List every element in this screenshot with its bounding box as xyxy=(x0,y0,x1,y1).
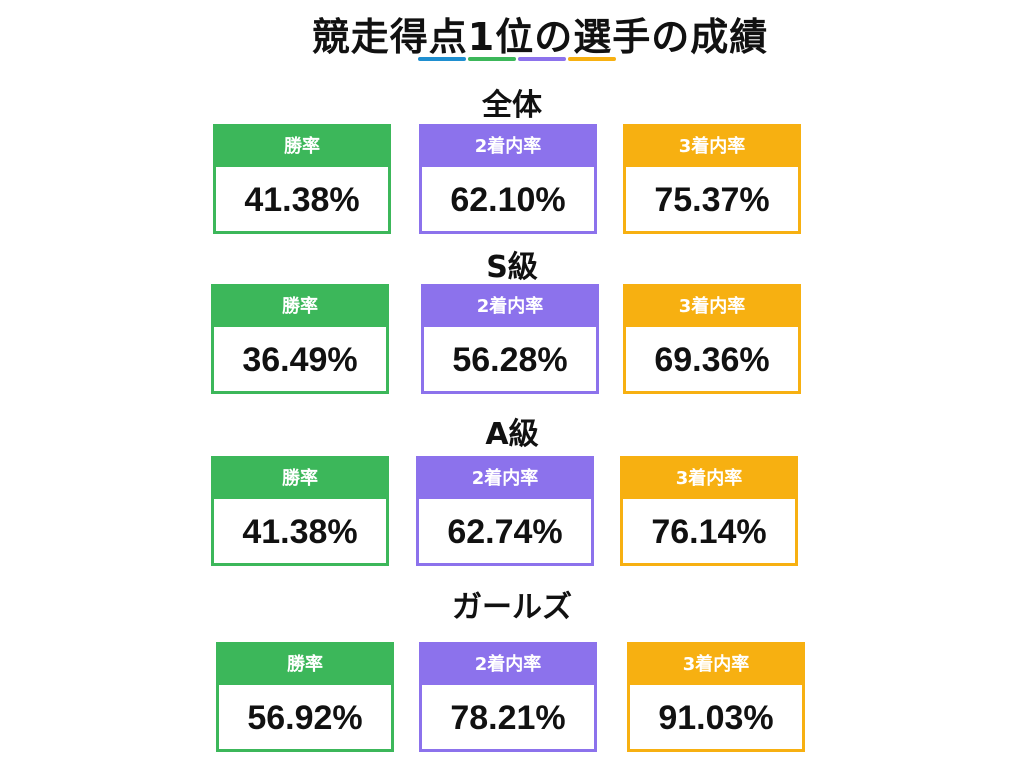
card-value: 76.14% xyxy=(651,513,767,551)
card-label: 勝率 xyxy=(214,459,386,499)
card-label: 2着内率 xyxy=(422,645,594,685)
underline-orange xyxy=(568,57,616,61)
section-title-overall: 全体 xyxy=(482,88,542,123)
card-overall-top3-rate: 3着内率 75.37% xyxy=(623,124,801,234)
card-value: 78.21% xyxy=(450,699,566,737)
card-label: 2着内率 xyxy=(424,287,596,327)
card-value: 62.74% xyxy=(447,513,563,551)
section-title-s-class: S級 xyxy=(486,250,538,285)
card-label: 3着内率 xyxy=(626,127,798,167)
card-label: 3着内率 xyxy=(623,459,795,499)
card-value: 75.37% xyxy=(654,181,770,219)
section-title-a-class: A級 xyxy=(485,417,539,452)
card-label: 勝率 xyxy=(214,287,386,327)
card-value: 41.38% xyxy=(242,513,358,551)
card-value: 91.03% xyxy=(658,699,774,737)
card-a-class-top3-rate: 3着内率 76.14% xyxy=(620,456,798,566)
card-label: 2着内率 xyxy=(422,127,594,167)
card-label: 勝率 xyxy=(216,127,388,167)
card-girls-top2-rate: 2着内率 78.21% xyxy=(419,642,597,752)
card-girls-win-rate: 勝率 56.92% xyxy=(216,642,394,752)
underline-green xyxy=(468,57,516,61)
card-overall-top2-rate: 2着内率 62.10% xyxy=(419,124,597,234)
underline-blue xyxy=(418,57,466,61)
card-a-class-win-rate: 勝率 41.38% xyxy=(211,456,389,566)
card-s-class-top2-rate: 2着内率 56.28% xyxy=(421,284,599,394)
card-label: 3着内率 xyxy=(626,287,798,327)
section-title-girls: ガールズ xyxy=(452,590,572,625)
title-underline xyxy=(418,57,616,61)
card-value: 56.28% xyxy=(452,341,568,379)
card-value: 36.49% xyxy=(242,341,358,379)
card-label: 2着内率 xyxy=(419,459,591,499)
card-label: 勝率 xyxy=(219,645,391,685)
card-s-class-top3-rate: 3着内率 69.36% xyxy=(623,284,801,394)
card-s-class-win-rate: 勝率 36.49% xyxy=(211,284,389,394)
card-label: 3着内率 xyxy=(630,645,802,685)
card-value: 41.38% xyxy=(244,181,360,219)
page-title: 競走得点1位の選手の成績 xyxy=(311,15,769,59)
card-girls-top3-rate: 3着内率 91.03% xyxy=(627,642,805,752)
underline-purple xyxy=(518,57,566,61)
card-a-class-top2-rate: 2着内率 62.74% xyxy=(416,456,594,566)
card-value: 62.10% xyxy=(450,181,566,219)
card-value: 69.36% xyxy=(654,341,770,379)
card-overall-win-rate: 勝率 41.38% xyxy=(213,124,391,234)
card-value: 56.92% xyxy=(247,699,363,737)
